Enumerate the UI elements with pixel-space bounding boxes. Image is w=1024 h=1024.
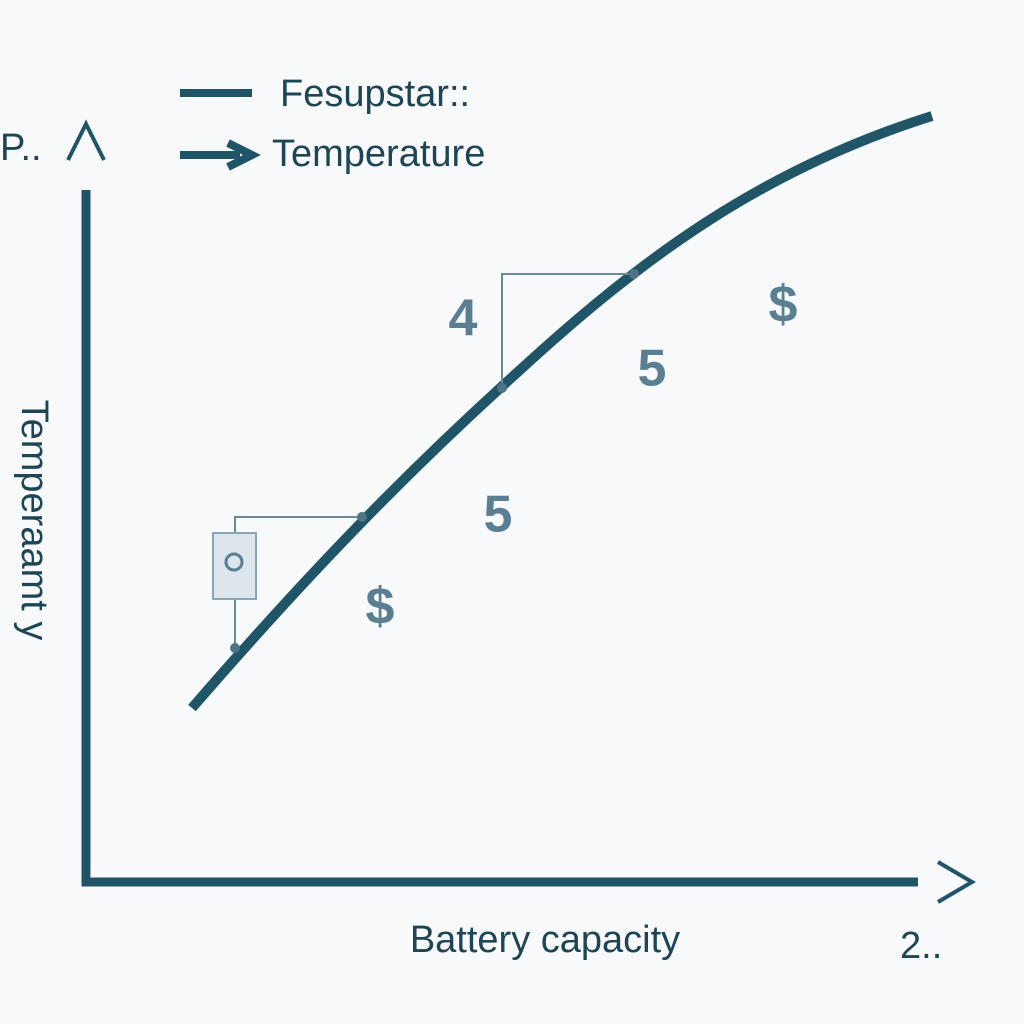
- annotation: $: [769, 276, 798, 334]
- annotation: $: [366, 578, 395, 636]
- callout-line: [234, 516, 362, 648]
- battery-icon: [224, 552, 244, 572]
- y-arrow: [66, 119, 106, 161]
- annotation: 5: [638, 340, 667, 398]
- legend-label: Fesupstar::: [280, 73, 470, 115]
- callout-dot: [497, 383, 507, 393]
- axes: [81, 190, 918, 887]
- callout-line: [501, 273, 634, 388]
- legend-arrow: [226, 139, 261, 171]
- annotation: 5: [484, 486, 513, 544]
- battery-icon: [212, 532, 257, 600]
- callout-dot: [629, 269, 639, 279]
- curve: [188, 111, 934, 712]
- callout-dot: [230, 643, 240, 653]
- y-axis-end-label: P..: [0, 127, 42, 169]
- x-arrow: [936, 860, 976, 904]
- legend-label: Temperature: [272, 133, 485, 175]
- x-axis-label: Battery capacity: [410, 919, 680, 961]
- annotation: 4: [449, 290, 478, 348]
- y-axis-label: Temperaamt y: [13, 400, 55, 641]
- callout-dot: [357, 512, 367, 522]
- x-axis-end-label: 2..: [900, 925, 942, 967]
